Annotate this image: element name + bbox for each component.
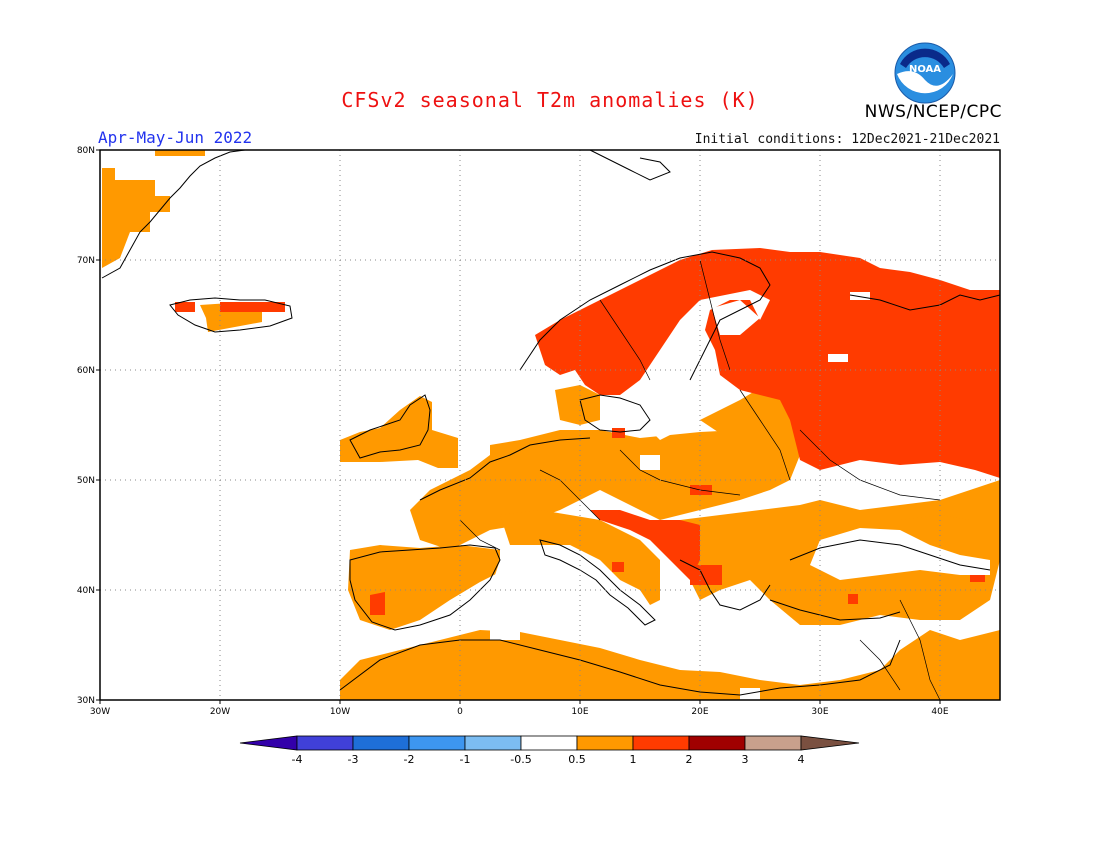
colorbar-left-arrow	[239, 735, 298, 751]
colorbar-label: -3	[348, 753, 359, 766]
lon-tick-label: 40E	[931, 707, 948, 717]
colorbar-label: 3	[742, 753, 749, 766]
colorbar-label: 4	[798, 753, 805, 766]
map-frame	[99, 149, 1001, 701]
latitude-ticks: 30N 40N 50N 60N 70N 80N	[77, 146, 100, 706]
colorbar-right-arrow	[800, 735, 860, 751]
lon-tick-label: 20E	[691, 707, 708, 717]
colorbar: -4 -3 -2 -1 -0.5 0.5 1 2 3 4	[239, 735, 860, 766]
lat-tick-label: 30N	[77, 696, 95, 706]
lon-tick-label: 20W	[210, 707, 230, 717]
lat-tick-label: 50N	[77, 476, 95, 486]
anomaly-red-regions	[175, 248, 1000, 615]
colorbar-segment	[408, 735, 466, 751]
graticule	[100, 150, 1000, 700]
lat-tick-label: 80N	[77, 146, 95, 156]
noaa-logo: NOAA	[894, 42, 956, 104]
initial-conditions: Initial conditions: 12Dec2021-21Dec2021	[694, 132, 1000, 147]
colorbar-segment	[352, 735, 410, 751]
colorbar-label: -0.5	[510, 753, 531, 766]
colorbar-segment	[464, 735, 522, 751]
colorbar-label: 0.5	[568, 753, 586, 766]
lat-tick-label: 40N	[77, 586, 95, 596]
lat-tick-label: 60N	[77, 366, 95, 376]
lon-tick-label: 0	[457, 707, 463, 717]
lon-tick-label: 30W	[90, 707, 110, 717]
colorbar-segment	[296, 735, 354, 751]
colorbar-label: -2	[404, 753, 415, 766]
colorbar-label: -1	[460, 753, 471, 766]
logo-text: NOAA	[909, 64, 941, 75]
colorbar-segment	[576, 735, 634, 751]
lon-tick-label: 10W	[330, 707, 350, 717]
colorbar-segment	[688, 735, 746, 751]
lon-tick-label: 30E	[811, 707, 828, 717]
map-title: CFSv2 seasonal T2m anomalies (K)	[341, 88, 759, 112]
colorbar-label: -4	[292, 753, 303, 766]
colorbar-segment	[744, 735, 802, 751]
agency-label: NWS/NCEP/CPC	[864, 102, 1002, 122]
lat-tick-label: 70N	[77, 256, 95, 266]
colorbar-segment	[520, 735, 578, 751]
lon-tick-label: 10E	[571, 707, 588, 717]
colorbar-label: 2	[686, 753, 693, 766]
forecast-period: Apr-May-Jun 2022	[98, 128, 253, 147]
colorbar-segment	[632, 735, 690, 751]
longitude-ticks: 30W 20W 10W 0 10E 20E 30E 40E	[90, 700, 949, 717]
colorbar-label: 1	[630, 753, 637, 766]
